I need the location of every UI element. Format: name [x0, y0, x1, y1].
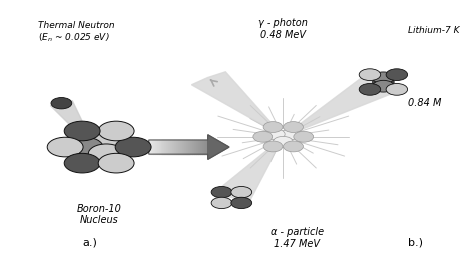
Bar — [206, 140, 208, 154]
Circle shape — [231, 187, 252, 198]
Circle shape — [64, 121, 100, 141]
Circle shape — [67, 137, 103, 157]
Text: Lithium-7 K: Lithium-7 K — [409, 26, 460, 35]
Circle shape — [373, 80, 394, 92]
Bar — [153, 140, 155, 154]
Bar — [166, 140, 169, 154]
Polygon shape — [294, 74, 398, 131]
Bar — [174, 140, 177, 154]
Circle shape — [359, 84, 381, 95]
Circle shape — [231, 197, 252, 209]
Bar — [176, 140, 179, 154]
Bar — [158, 140, 161, 154]
Circle shape — [253, 131, 273, 142]
Polygon shape — [50, 101, 92, 142]
Circle shape — [283, 141, 303, 152]
Circle shape — [386, 69, 408, 80]
Circle shape — [265, 129, 285, 140]
Circle shape — [211, 187, 232, 198]
Text: 0.84 M: 0.84 M — [409, 98, 442, 108]
Bar — [168, 140, 171, 154]
Bar — [194, 140, 196, 154]
Circle shape — [294, 131, 314, 142]
Bar — [198, 140, 201, 154]
Bar — [180, 140, 182, 154]
Circle shape — [282, 129, 301, 140]
Circle shape — [359, 69, 381, 80]
Circle shape — [283, 122, 303, 132]
Circle shape — [81, 137, 117, 157]
Bar — [200, 140, 202, 154]
Text: γ - photon
0.48 MeV: γ - photon 0.48 MeV — [258, 18, 308, 40]
Circle shape — [88, 144, 124, 164]
Polygon shape — [215, 145, 278, 201]
Bar — [182, 140, 184, 154]
Bar — [164, 140, 167, 154]
Bar — [170, 140, 173, 154]
Circle shape — [98, 153, 134, 173]
Circle shape — [211, 197, 232, 209]
Circle shape — [373, 76, 394, 88]
Circle shape — [263, 122, 283, 132]
Polygon shape — [208, 135, 229, 159]
Bar — [163, 140, 165, 154]
Text: Boron-10
Nucleus: Boron-10 Nucleus — [77, 204, 121, 225]
Text: Thermal Neutron
$(E_n$ ~ 0.025 eV): Thermal Neutron $(E_n$ ~ 0.025 eV) — [38, 21, 114, 44]
Bar — [151, 140, 153, 154]
Bar — [204, 140, 206, 154]
Text: α - particle
1.47 MeV: α - particle 1.47 MeV — [271, 227, 324, 249]
Bar — [156, 140, 159, 154]
Circle shape — [115, 137, 151, 157]
Text: b.): b.) — [408, 238, 423, 248]
Circle shape — [64, 153, 100, 173]
Circle shape — [263, 141, 283, 152]
Bar — [149, 140, 151, 154]
Circle shape — [51, 98, 72, 109]
Bar — [196, 140, 198, 154]
Bar — [202, 140, 204, 154]
Circle shape — [88, 131, 124, 150]
Bar — [190, 140, 192, 154]
Polygon shape — [191, 72, 275, 129]
Circle shape — [373, 72, 394, 84]
Bar — [192, 140, 194, 154]
Bar — [188, 140, 191, 154]
Text: a.): a.) — [82, 238, 97, 248]
Bar — [173, 140, 175, 154]
Bar — [155, 140, 157, 154]
Bar — [184, 140, 187, 154]
Bar — [186, 140, 189, 154]
Circle shape — [273, 136, 293, 147]
Circle shape — [273, 131, 293, 142]
Circle shape — [47, 137, 83, 157]
Circle shape — [386, 84, 408, 95]
Bar — [161, 140, 163, 154]
Circle shape — [98, 121, 134, 141]
Bar — [178, 140, 181, 154]
